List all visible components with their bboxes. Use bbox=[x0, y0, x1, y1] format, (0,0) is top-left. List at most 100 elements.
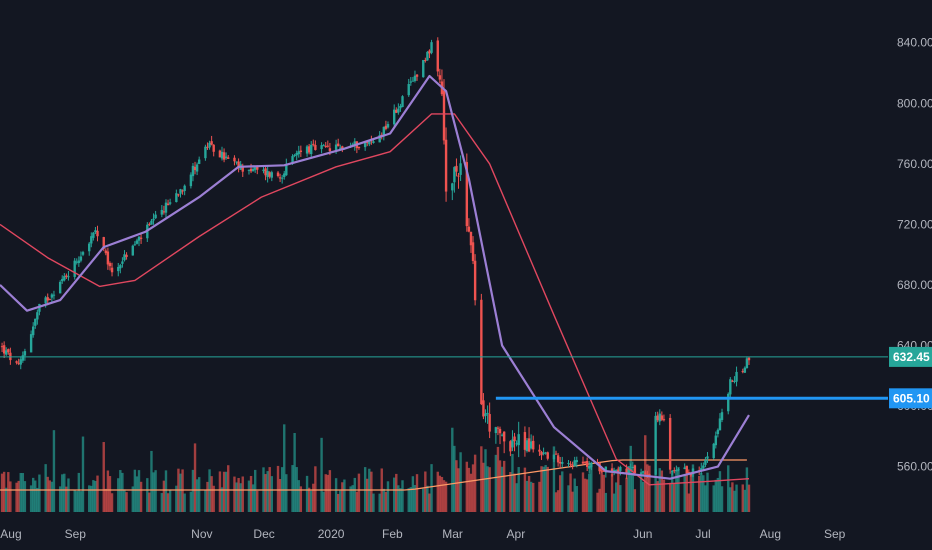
candle-body bbox=[17, 362, 20, 364]
volume-bar bbox=[15, 482, 18, 512]
volume-bar bbox=[747, 484, 751, 512]
volume-bar bbox=[193, 443, 197, 512]
volume-bar bbox=[349, 486, 352, 512]
volume-bar bbox=[96, 475, 99, 512]
volume-bar bbox=[542, 466, 545, 512]
candle-body bbox=[266, 170, 269, 178]
volume-bar bbox=[90, 485, 93, 512]
candle-body bbox=[162, 211, 166, 213]
candle-body bbox=[102, 237, 105, 249]
candle-body bbox=[154, 214, 157, 219]
volume-bar bbox=[266, 471, 269, 512]
volume-bar bbox=[393, 477, 396, 512]
candle-body bbox=[407, 83, 410, 96]
volume-bar bbox=[197, 477, 201, 512]
candle-body bbox=[297, 151, 300, 155]
volume-bar bbox=[407, 488, 410, 512]
candle-body bbox=[610, 468, 614, 472]
x-tick-label: Nov bbox=[191, 527, 212, 541]
volume-bar bbox=[523, 467, 527, 512]
candle-body bbox=[747, 357, 751, 361]
candle-body bbox=[310, 144, 313, 155]
candle-body bbox=[247, 169, 251, 171]
candle-body bbox=[546, 452, 549, 459]
volume-bar bbox=[627, 465, 630, 512]
candle-body bbox=[544, 452, 547, 454]
x-tick-label: Feb bbox=[382, 527, 403, 541]
volume-bar bbox=[218, 471, 222, 512]
overlay-layer bbox=[0, 356, 888, 400]
time-axis[interactable]: Aug Sep Nov Dec 2020 Feb Mar Apr Jun Jul Aug Sep bbox=[0, 527, 845, 541]
volume-bar bbox=[102, 442, 105, 512]
ma-fast-line bbox=[0, 74, 750, 480]
candle-body bbox=[92, 232, 95, 238]
candle-body bbox=[442, 90, 446, 141]
volume-bar bbox=[168, 489, 172, 512]
volume-bar bbox=[121, 472, 124, 512]
candle-body bbox=[268, 172, 271, 177]
volume-bar bbox=[440, 476, 444, 512]
volume-bar bbox=[322, 491, 325, 512]
volume-bar bbox=[556, 490, 560, 512]
candle-body bbox=[106, 251, 110, 265]
y-tick-label: 680.00 bbox=[897, 278, 932, 292]
candle-body bbox=[480, 299, 483, 405]
volume-bar bbox=[29, 485, 33, 512]
volume-bar bbox=[467, 467, 471, 512]
candle-body bbox=[233, 157, 236, 162]
volume-bar bbox=[660, 470, 664, 512]
candle-body bbox=[177, 194, 180, 196]
volume-bar bbox=[175, 485, 178, 512]
volume-bar bbox=[5, 487, 8, 512]
candle-body bbox=[467, 226, 471, 232]
volume-bar bbox=[131, 486, 134, 512]
candle-body bbox=[523, 432, 527, 450]
candle-body bbox=[436, 40, 439, 72]
volume-bar bbox=[558, 475, 562, 512]
volume-bar bbox=[610, 473, 614, 512]
candle-body bbox=[720, 412, 724, 420]
candle-body bbox=[644, 472, 647, 474]
candle-body bbox=[685, 466, 688, 474]
candle-body bbox=[525, 440, 529, 451]
volume-bar bbox=[366, 478, 369, 512]
price-axis[interactable]: 840.00800.00760.00720.00680.00640.00600.… bbox=[897, 36, 932, 474]
candle-body bbox=[733, 380, 736, 382]
candle-body bbox=[283, 173, 286, 178]
volume-bar bbox=[552, 446, 556, 512]
volume-bar bbox=[31, 477, 35, 512]
volume-bar bbox=[108, 476, 112, 512]
candle-body bbox=[363, 142, 367, 148]
volume-bar bbox=[529, 481, 533, 512]
volume-bar bbox=[162, 480, 166, 512]
candle-body bbox=[424, 59, 427, 61]
volume-bar bbox=[488, 467, 491, 512]
candle-body bbox=[23, 351, 27, 356]
volume-bar bbox=[110, 493, 114, 512]
volume-ma-line bbox=[0, 459, 747, 491]
candle-body bbox=[451, 183, 454, 191]
candle-body bbox=[625, 468, 628, 474]
volume-bar bbox=[469, 473, 473, 512]
candle-body bbox=[44, 297, 47, 304]
volume-bar bbox=[453, 445, 456, 512]
candle-body bbox=[307, 146, 311, 153]
candle-body bbox=[527, 438, 531, 452]
volume-bar bbox=[697, 475, 701, 512]
candle-body bbox=[168, 202, 172, 204]
volume-bar bbox=[139, 481, 143, 512]
candle-body bbox=[320, 145, 323, 150]
candle-body bbox=[554, 453, 558, 455]
candle-body bbox=[658, 413, 661, 422]
candle-body bbox=[702, 465, 705, 469]
candle-body bbox=[413, 75, 417, 81]
volume-bar bbox=[615, 482, 618, 512]
candle-body bbox=[731, 380, 734, 382]
candle-body bbox=[293, 154, 296, 156]
volume-bar bbox=[160, 493, 164, 512]
y-tick-label: 800.00 bbox=[897, 96, 932, 110]
candle-body bbox=[513, 436, 516, 442]
candle-body bbox=[569, 463, 572, 465]
volume-bar bbox=[314, 466, 317, 512]
